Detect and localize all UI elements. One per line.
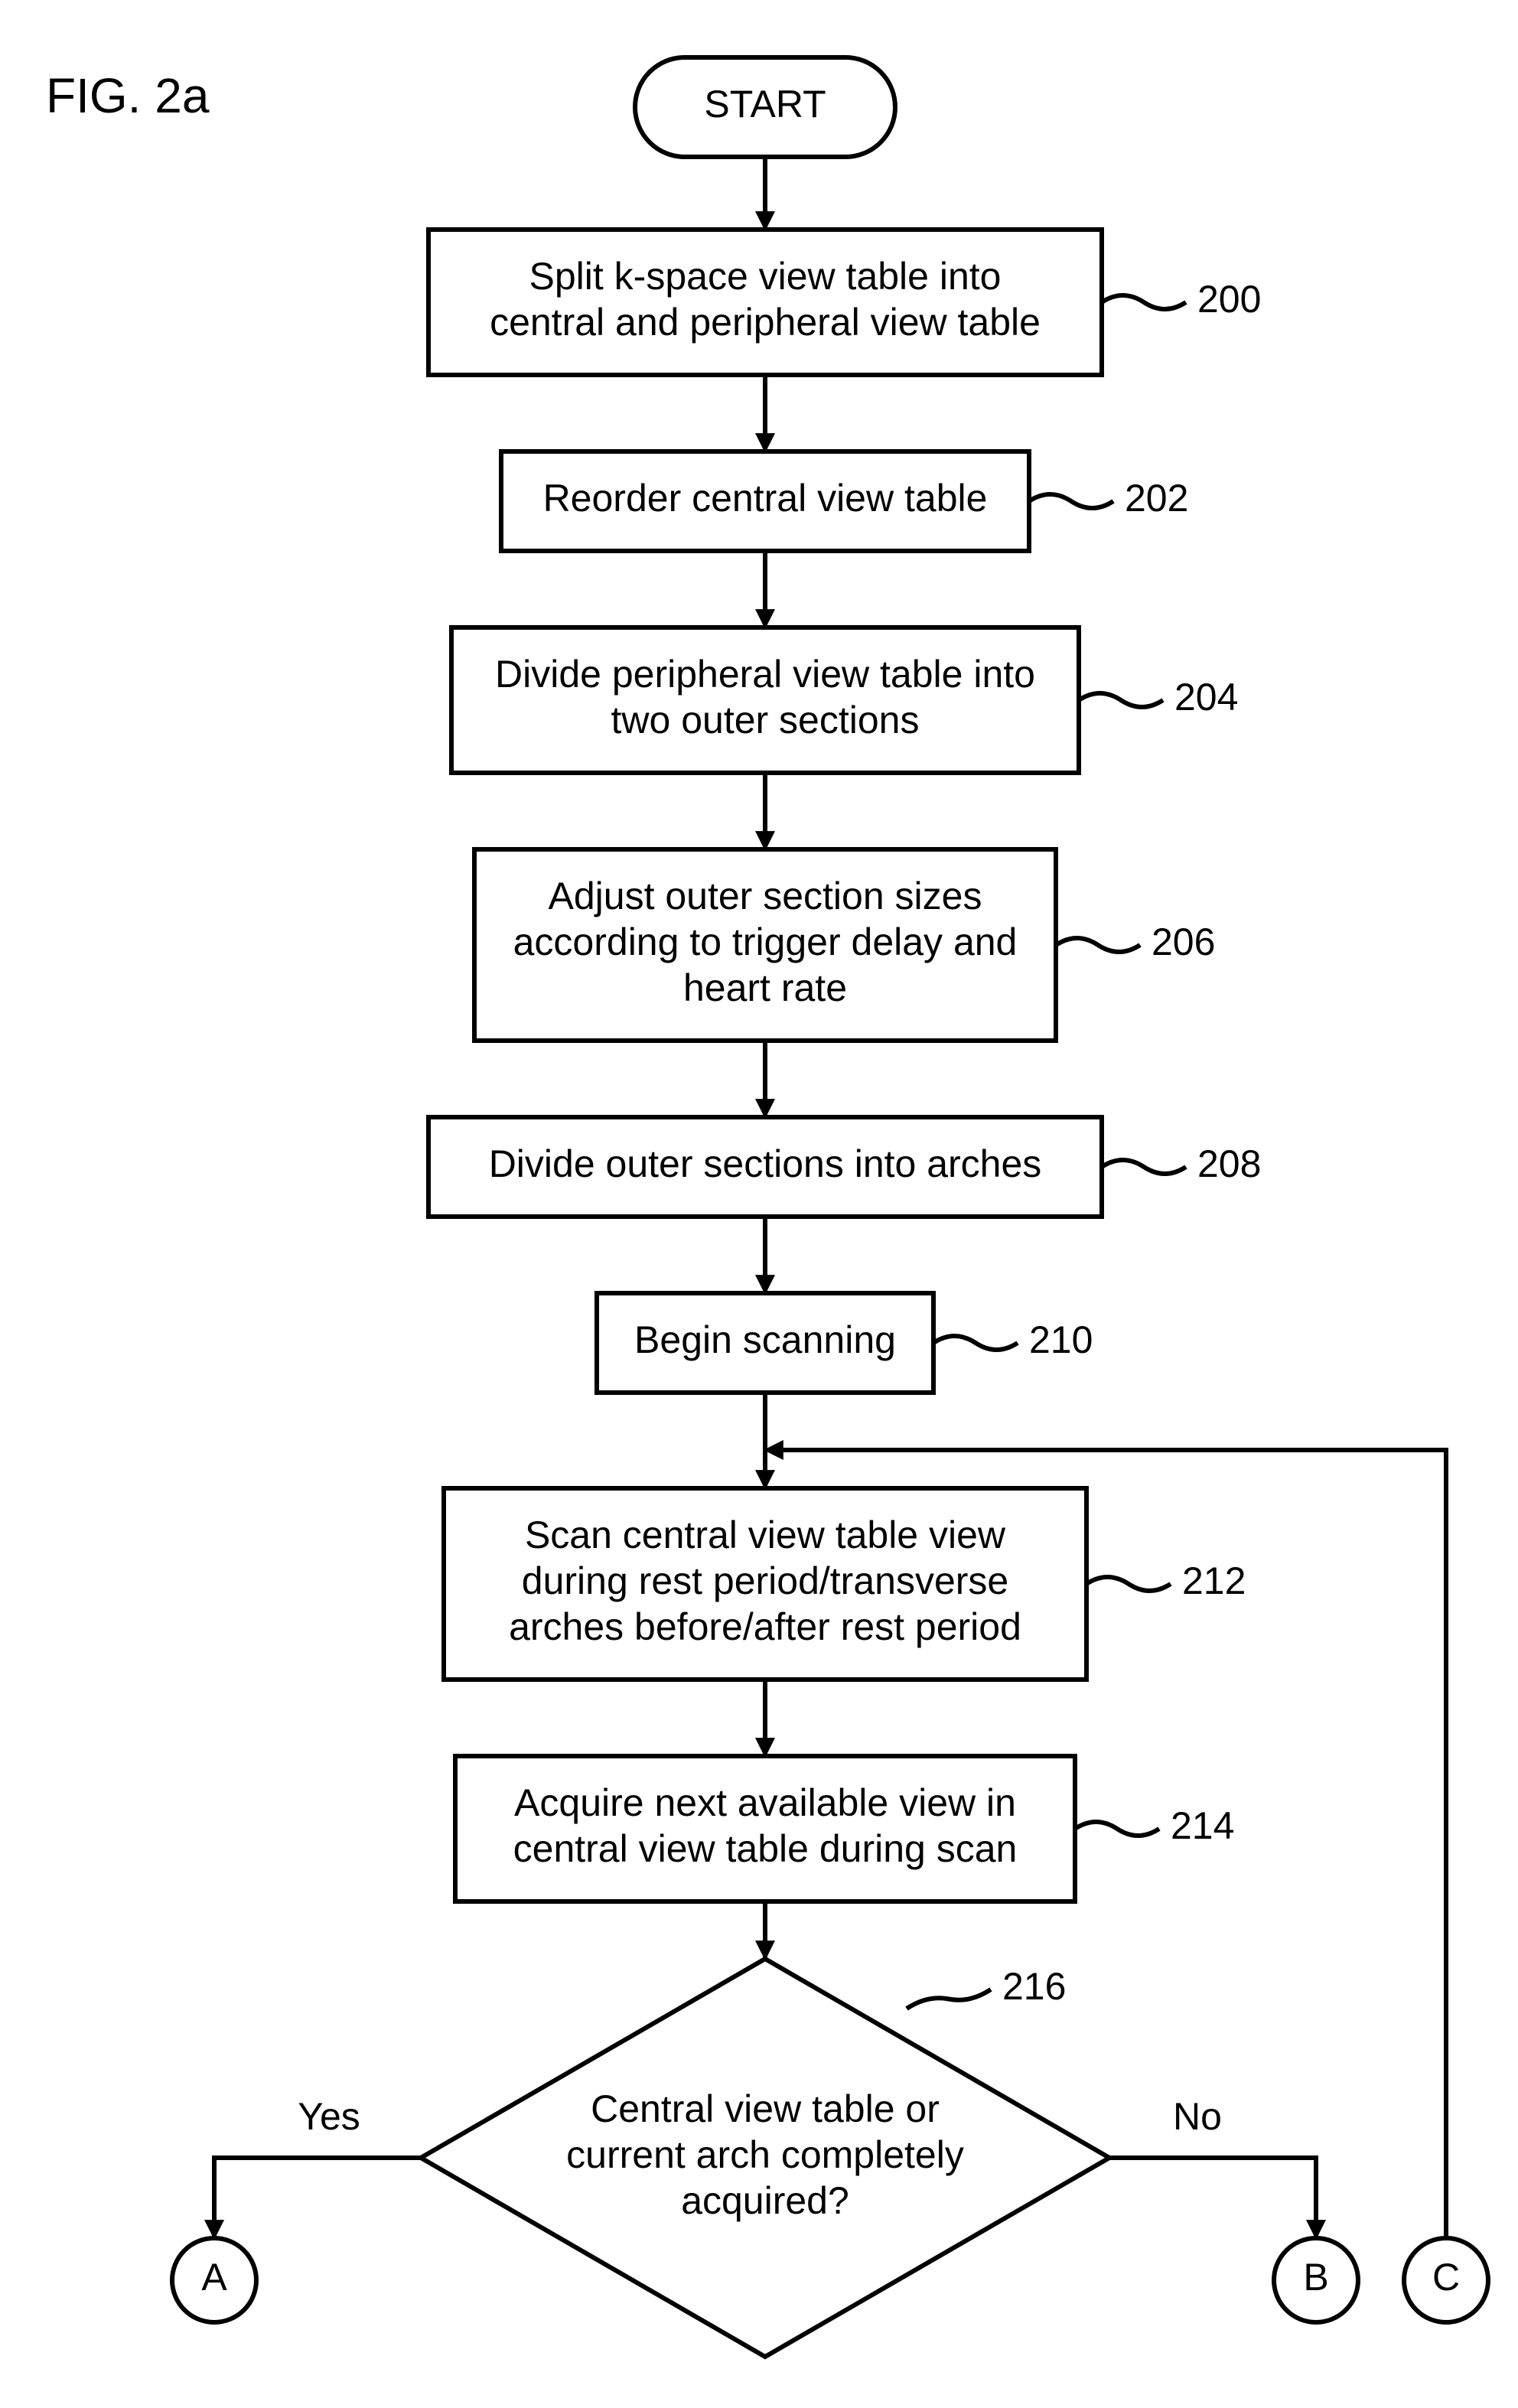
svg-text:Reorder central view table: Reorder central view table bbox=[543, 477, 988, 520]
svg-text:two outer sections: two outer sections bbox=[611, 699, 920, 741]
svg-text:A: A bbox=[201, 2256, 227, 2299]
svg-text:Acquire next available view in: Acquire next available view in bbox=[514, 1781, 1016, 1824]
ref-200: 200 bbox=[1197, 278, 1261, 321]
ref-212: 212 bbox=[1182, 1559, 1246, 1602]
svg-text:C: C bbox=[1432, 2256, 1460, 2299]
svg-text:heart rate: heart rate bbox=[683, 966, 847, 1009]
svg-text:central view table during scan: central view table during scan bbox=[513, 1827, 1018, 1870]
svg-text:during rest period/transverse: during rest period/transverse bbox=[522, 1559, 1008, 1602]
svg-text:Divide outer sections into arc: Divide outer sections into arches bbox=[489, 1142, 1042, 1185]
svg-text:No: No bbox=[1173, 2095, 1222, 2138]
svg-text:B: B bbox=[1303, 2256, 1328, 2299]
svg-text:Begin scanning: Begin scanning bbox=[634, 1318, 896, 1361]
ref-210: 210 bbox=[1029, 1318, 1093, 1361]
ref-202: 202 bbox=[1125, 477, 1188, 520]
svg-text:arches before/after rest perio: arches before/after rest period bbox=[509, 1605, 1021, 1648]
svg-text:current arch completely: current arch completely bbox=[566, 2133, 964, 2176]
ref-206: 206 bbox=[1152, 921, 1215, 963]
svg-text:Yes: Yes bbox=[298, 2095, 360, 2138]
svg-text:Divide peripheral view table i: Divide peripheral view table into bbox=[495, 653, 1035, 696]
svg-text:Adjust outer section sizes: Adjust outer section sizes bbox=[549, 875, 982, 917]
svg-text:Split k-space view table into: Split k-space view table into bbox=[529, 255, 1002, 298]
ref-214: 214 bbox=[1171, 1804, 1234, 1847]
ref-216: 216 bbox=[1002, 1965, 1066, 2008]
svg-text:central and peripheral view ta: central and peripheral view table bbox=[490, 301, 1041, 344]
svg-text:acquired?: acquired? bbox=[681, 2179, 849, 2222]
flowchart-svg: FIG. 2a START Split k-space view table int… bbox=[0, 0, 1518, 2408]
svg-text:Central view table or: Central view table or bbox=[591, 2087, 940, 2130]
ref-208: 208 bbox=[1197, 1142, 1261, 1185]
svg-text:according to trigger delay and: according to trigger delay and bbox=[513, 921, 1018, 963]
ref-204: 204 bbox=[1174, 676, 1238, 718]
svg-text:Scan central view table view: Scan central view table view bbox=[525, 1514, 1006, 1556]
figure-label: FIG. 2a bbox=[46, 68, 210, 123]
svg-text:START: START bbox=[704, 83, 826, 125]
